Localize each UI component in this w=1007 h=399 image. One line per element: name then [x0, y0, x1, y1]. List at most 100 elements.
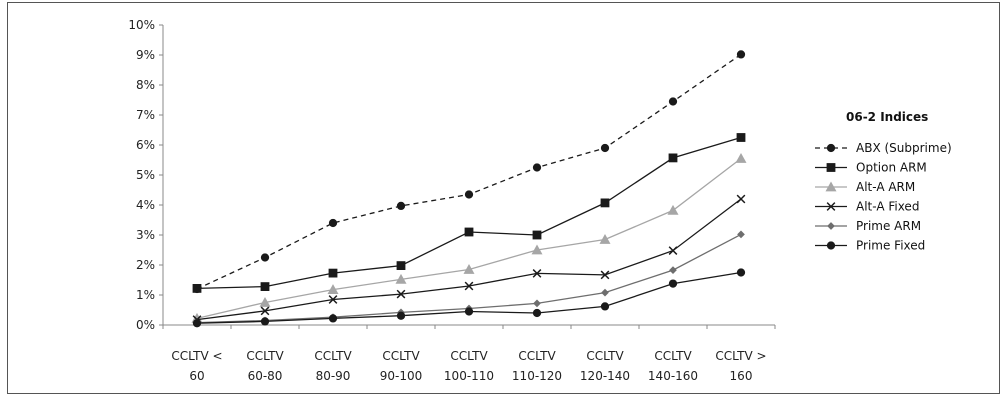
x-tick-label: CCLTV 110-120 [512, 349, 562, 383]
data-point [531, 244, 543, 255]
legend-swatch-marker [826, 202, 836, 211]
y-tick-label: 5% [136, 168, 155, 182]
legend-item: Prime ARM [815, 219, 921, 233]
data-point [395, 273, 407, 284]
x-tick-label-line: 110-120 [512, 369, 562, 383]
x-tick-label-line: 60 [189, 369, 204, 383]
y-tick-label: 8% [136, 78, 155, 92]
data-point [668, 97, 678, 106]
x-tick-label-line: CCLTV < [171, 349, 222, 363]
data-point [464, 307, 474, 316]
x-tick-label: CCLTV 60-80 [246, 349, 284, 383]
data-point [532, 230, 542, 240]
y-tick-label: 1% [136, 288, 155, 302]
x-tick-label-line: CCLTV [314, 349, 352, 363]
legend-label: ABX (Subprime) [856, 141, 952, 155]
data-point [600, 143, 610, 153]
data-point [396, 261, 406, 270]
y-tick-label: 3% [136, 228, 155, 242]
y-tick-label: 9% [136, 48, 155, 62]
series-option-arm [192, 133, 746, 293]
data-point [532, 269, 542, 278]
x-tick-label-line: CCLTV [518, 349, 556, 363]
data-point [533, 299, 541, 308]
data-point [599, 234, 611, 244]
data-point [192, 319, 202, 328]
data-point [464, 227, 474, 237]
series-alt-a-fixed [192, 194, 746, 324]
x-tick-label-line: 120-140 [580, 369, 630, 383]
x-tick-label: CCLTV 90-100 [380, 349, 423, 383]
data-point [192, 284, 202, 293]
data-point [668, 279, 678, 288]
data-point [328, 268, 338, 278]
y-tick-label: 6% [136, 138, 155, 152]
data-point [600, 270, 610, 280]
chart-frame: 0% 1% 2% 3% 4% 5% 6% 7% 8% 9% 10% CCLTV < 60 CCLTV 60… [7, 2, 1000, 394]
legend-item: Option ARM [815, 161, 927, 175]
legend-label: Alt-A ARM [856, 180, 915, 194]
x-tick-label-line: 100-110 [444, 369, 494, 383]
y-tick-label: 4% [136, 198, 155, 212]
legend-swatch-marker [826, 143, 836, 153]
y-axis-ticks: 0% 1% 2% 3% 4% 5% 6% 7% 8% 9% 10% [128, 18, 163, 332]
legend-title: 06-2 Indices [846, 110, 928, 124]
legend-label: Prime ARM [856, 219, 921, 233]
data-point [736, 50, 746, 59]
data-point [735, 153, 747, 163]
data-point [328, 314, 338, 323]
legend-swatch-marker [826, 163, 836, 172]
data-point [328, 295, 338, 304]
legend-label: Prime Fixed [856, 239, 925, 253]
data-point [464, 281, 474, 291]
series-line [196, 157, 742, 320]
x-tick-label: CCLTV 120-140 [580, 349, 630, 383]
x-tick-label-line: 60-80 [248, 369, 283, 383]
data-point [532, 308, 542, 318]
series-line [196, 198, 742, 321]
data-point [532, 163, 542, 172]
data-point [260, 282, 270, 291]
legend: 06-2 Indices ABX (Subprime) Option ARM Alt… [815, 110, 952, 253]
x-tick-label-line: CCLTV [586, 349, 624, 363]
data-point [601, 288, 609, 297]
y-tick-label: 0% [136, 318, 155, 332]
x-tick-label: CCLTV 140-160 [648, 349, 698, 383]
y-tick-label: 10% [128, 18, 155, 32]
legend-label: Option ARM [856, 161, 927, 175]
x-tick-label-line: CCLTV [382, 349, 420, 363]
data-point [463, 264, 475, 274]
legend-swatch-marker [826, 241, 836, 250]
line-chart: 0% 1% 2% 3% 4% 5% 6% 7% 8% 9% 10% CCLTV < 60 CCLTV 60… [128, 18, 952, 383]
data-point [464, 190, 474, 199]
data-point [669, 266, 677, 274]
data-point [600, 198, 610, 208]
data-point [260, 253, 270, 262]
x-tick-label: CCLTV > 160 [715, 349, 766, 383]
data-point [737, 230, 745, 239]
legend-swatch-marker [825, 181, 837, 192]
x-tick-label: CCLTV 80-90 [314, 349, 352, 383]
x-tick-label-line: CCLTV [450, 349, 488, 363]
x-tick-label-line: 90-100 [380, 369, 423, 383]
y-tick-label: 7% [136, 108, 155, 122]
data-point [668, 153, 678, 163]
data-point [736, 194, 746, 204]
x-tick-label: CCLTV < 60 [171, 349, 222, 383]
legend-item: ABX (Subprime) [815, 141, 952, 155]
x-tick-label-line: CCLTV [654, 349, 692, 363]
data-point [736, 133, 746, 142]
data-point [327, 284, 339, 294]
x-tick-label-line: 160 [730, 369, 753, 383]
legend-item: Alt-A ARM [815, 180, 915, 194]
x-tick-label-line: CCLTV [246, 349, 284, 363]
data-point [328, 218, 338, 228]
legend-swatch-marker [827, 222, 835, 230]
data-point [668, 246, 678, 255]
data-point [259, 297, 271, 307]
data-point [736, 268, 746, 277]
series-abx-subprime [192, 50, 746, 294]
x-tick-label: CCLTV 100-110 [444, 349, 494, 383]
data-point [667, 204, 679, 215]
x-tick-label-line: CCLTV > [715, 349, 766, 363]
